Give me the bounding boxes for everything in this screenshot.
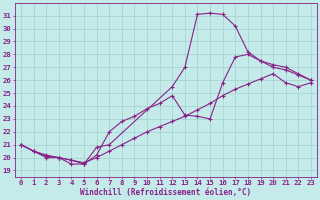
X-axis label: Windchill (Refroidissement éolien,°C): Windchill (Refroidissement éolien,°C) (80, 188, 252, 197)
